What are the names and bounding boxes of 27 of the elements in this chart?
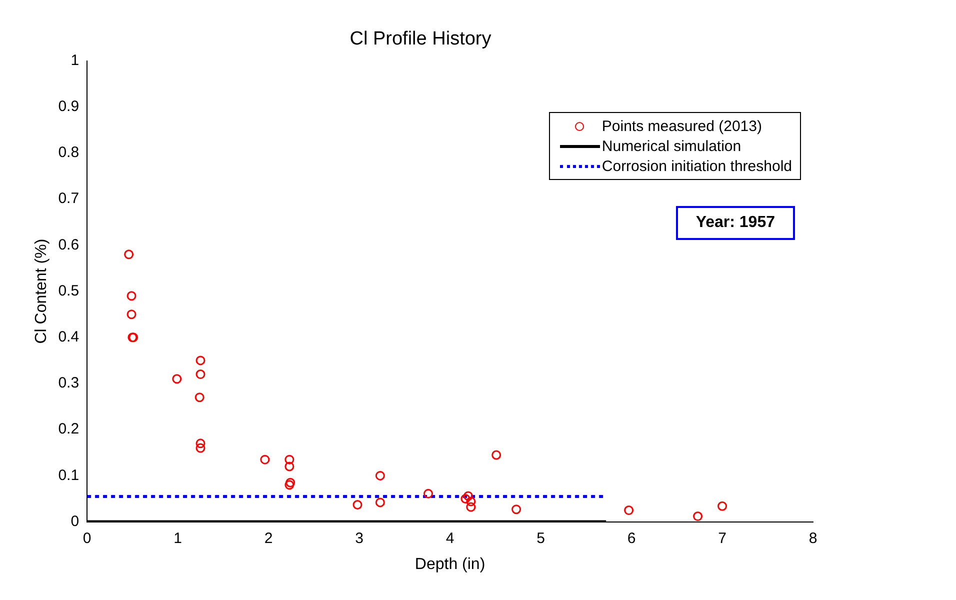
x-tick-label: 0 bbox=[82, 530, 92, 547]
x-axis-title: Depth (in) bbox=[414, 556, 486, 573]
chart-title: Cl Profile History bbox=[350, 28, 492, 50]
y-tick-label: 0.1 bbox=[58, 466, 80, 484]
legend-label: Points measured (2013) bbox=[602, 118, 762, 134]
legend-label: Corrosion initiation threshold bbox=[602, 158, 792, 174]
x-tick-label: 6 bbox=[627, 530, 636, 547]
y-tick-label: 0 bbox=[70, 512, 80, 530]
x-tick-label: 8 bbox=[808, 530, 818, 547]
y-tick-label: 1 bbox=[70, 52, 80, 69]
x-tick-label: 7 bbox=[718, 530, 726, 547]
x-tick-label: 1 bbox=[174, 530, 182, 547]
y-tick-label: 0.7 bbox=[58, 190, 80, 208]
x-tick-label: 3 bbox=[355, 530, 364, 547]
y-tick-label: 0.5 bbox=[58, 282, 80, 300]
y-tick-label: 0.4 bbox=[58, 328, 80, 346]
annotation: Year: 1957 bbox=[676, 206, 795, 240]
y-tick-label: 0.6 bbox=[58, 236, 80, 254]
legend-label: Numerical simulation bbox=[602, 138, 742, 154]
x-tick-label: 5 bbox=[536, 530, 545, 547]
y-tick-label: 0.9 bbox=[58, 98, 80, 116]
x-tick-label: 2 bbox=[264, 530, 273, 547]
y-tick-label: 0.2 bbox=[58, 420, 80, 438]
y-tick-label: 0.3 bbox=[58, 374, 80, 392]
x-tick-label: 4 bbox=[446, 530, 454, 547]
y-axis-title: Cl Content (%) bbox=[33, 238, 50, 344]
y-tick-label: 0.8 bbox=[58, 144, 80, 162]
